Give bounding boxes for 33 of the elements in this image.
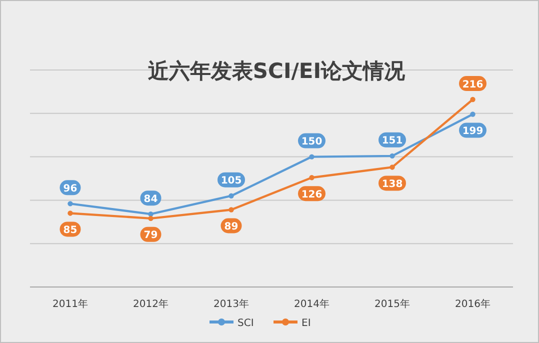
point [148,216,154,222]
x-tick-label: 2011年 [52,298,88,310]
point [309,175,314,180]
data-label: 84 [144,194,158,205]
point [390,153,395,159]
data-label: 138 [382,179,403,190]
data-label: 85 [63,225,78,236]
legend-label: SCI [238,318,254,329]
point [390,164,395,170]
data-label: 96 [63,183,78,194]
data-label: 89 [224,222,238,233]
data-label: 105 [220,176,242,187]
data-label: 150 [301,136,322,148]
point [148,211,154,217]
point [68,201,73,206]
x-tick-label: 2015年 [374,298,410,310]
x-tick-label: 2014年 [294,298,330,310]
point [470,112,476,117]
x-tick-label: 2013年 [214,298,249,310]
point [228,193,234,198]
point [68,210,73,216]
data-label: 216 [462,79,484,90]
data-label: 79 [144,230,158,242]
x-tick-label: 2016年 [455,298,490,310]
point [228,207,234,212]
chart-title: 近六年发表SCI/EI论文情况 [146,59,406,83]
legend-label: EI [302,318,311,329]
data-label: 199 [462,126,484,138]
point [309,154,314,160]
x-tick-label: 2012年 [133,298,168,310]
data-label: 151 [382,136,403,147]
point [470,96,476,102]
data-label: 126 [301,189,322,200]
